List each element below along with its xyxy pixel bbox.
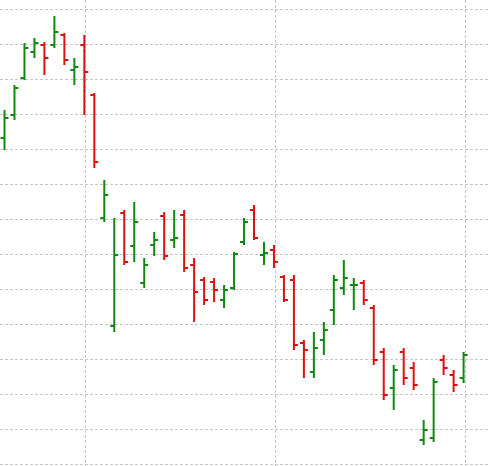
- chart: [0, 0, 489, 466]
- page: {"chart_data": {"type": "ohlc", "categor…: [0, 0, 489, 466]
